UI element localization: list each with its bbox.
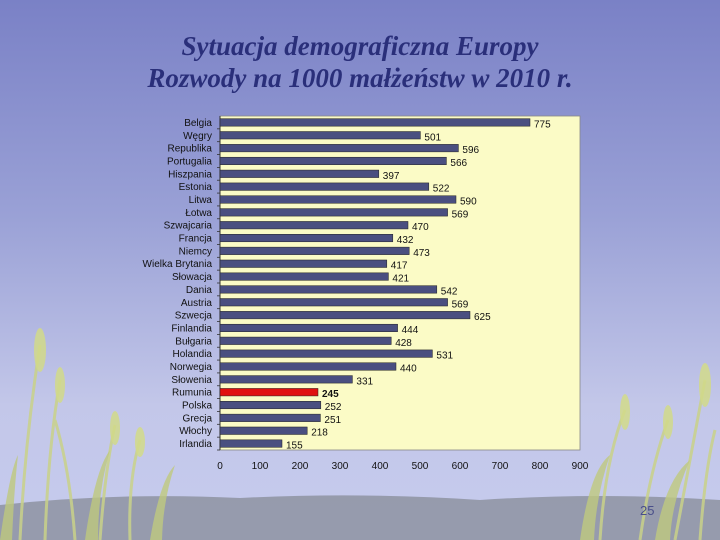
x-tick-label: 100 xyxy=(252,461,269,472)
bar xyxy=(219,285,438,294)
category-label: Słowenia xyxy=(171,375,212,386)
slide-subtitle: Rozwody na 1000 małżeństw w 2010 r. xyxy=(147,63,573,93)
bar xyxy=(219,144,459,153)
value-label: 590 xyxy=(460,197,477,208)
value-label: 501 xyxy=(424,132,441,143)
bar xyxy=(219,182,430,191)
bar xyxy=(219,234,394,243)
value-label: 245 xyxy=(322,389,339,400)
bar xyxy=(219,221,409,230)
category-label: Słowacja xyxy=(172,272,212,283)
category-label: Austria xyxy=(181,298,213,309)
value-label: 625 xyxy=(474,312,491,323)
category-label: Grecja xyxy=(183,413,213,424)
x-tick-label: 400 xyxy=(372,461,389,472)
bar xyxy=(219,439,283,448)
x-tick-label: 700 xyxy=(492,461,509,472)
bar xyxy=(219,413,321,422)
value-label: 417 xyxy=(391,261,408,272)
value-label: 542 xyxy=(441,286,458,297)
value-label: 421 xyxy=(392,274,409,285)
category-label: Litwa xyxy=(189,195,213,206)
bar xyxy=(219,118,531,127)
value-label: 251 xyxy=(324,415,341,426)
bar xyxy=(219,131,421,140)
category-label: Dania xyxy=(186,285,213,296)
slide-title: Sytuacja demograficzna Europy xyxy=(181,31,539,61)
bar xyxy=(219,208,448,217)
category-label: Norwegia xyxy=(170,362,213,373)
x-tick-label: 600 xyxy=(452,461,469,472)
bar xyxy=(219,272,389,281)
x-tick-label: 800 xyxy=(532,461,549,472)
category-label: Finlandia xyxy=(171,323,212,334)
value-label: 569 xyxy=(452,209,469,220)
value-label: 444 xyxy=(402,325,419,336)
bar xyxy=(219,349,433,358)
category-label: Hiszpania xyxy=(168,169,212,180)
category-label: Irlandia xyxy=(179,439,212,450)
slide-number: 25 xyxy=(640,503,655,518)
value-label: 566 xyxy=(450,158,467,169)
category-label: Łotwa xyxy=(185,208,212,219)
category-label: Francja xyxy=(179,234,213,245)
x-tick-label: 900 xyxy=(572,461,589,472)
value-label: 775 xyxy=(534,119,551,130)
value-label: 470 xyxy=(412,222,429,233)
category-label: Szwajcaria xyxy=(164,221,213,232)
bar xyxy=(219,336,392,345)
value-label: 155 xyxy=(286,441,303,452)
bar xyxy=(219,169,380,178)
value-label: 432 xyxy=(397,235,414,246)
category-label: Belgia xyxy=(184,118,212,129)
bar xyxy=(219,246,410,255)
bar xyxy=(219,311,471,320)
category-label: Węgry xyxy=(183,131,212,142)
bar xyxy=(219,195,457,204)
bar xyxy=(219,401,322,410)
category-label: Bułgaria xyxy=(175,336,212,347)
bar xyxy=(219,156,447,165)
value-label: 531 xyxy=(436,351,453,362)
category-label: Rumunia xyxy=(172,388,212,399)
bar xyxy=(219,375,353,384)
category-label: Republika xyxy=(168,144,213,155)
category-label: Estonia xyxy=(179,182,213,193)
value-label: 522 xyxy=(433,184,450,195)
value-label: 218 xyxy=(311,428,328,439)
x-tick-label: 200 xyxy=(292,461,309,472)
x-tick-label: 0 xyxy=(217,461,223,472)
bar xyxy=(219,298,448,307)
category-label: Niemcy xyxy=(179,246,212,257)
category-label: Portugalia xyxy=(167,156,212,167)
category-label: Szwecja xyxy=(175,311,213,322)
value-label: 473 xyxy=(413,248,430,259)
bar xyxy=(219,426,308,435)
value-label: 331 xyxy=(356,376,373,387)
value-label: 397 xyxy=(383,171,400,182)
category-label: Polska xyxy=(182,401,212,412)
bar xyxy=(219,388,319,397)
x-tick-label: 500 xyxy=(412,461,429,472)
category-label: Wielka Brytania xyxy=(143,259,213,270)
category-label: Włochy xyxy=(179,426,212,437)
x-tick-label: 300 xyxy=(332,461,349,472)
category-label: Holandia xyxy=(173,349,213,360)
value-label: 252 xyxy=(325,402,342,413)
bar xyxy=(219,323,398,332)
bar xyxy=(219,362,397,371)
value-label: 440 xyxy=(400,364,417,375)
value-label: 428 xyxy=(395,338,412,349)
value-label: 596 xyxy=(462,145,479,156)
bar xyxy=(219,259,388,268)
value-label: 569 xyxy=(452,299,469,310)
